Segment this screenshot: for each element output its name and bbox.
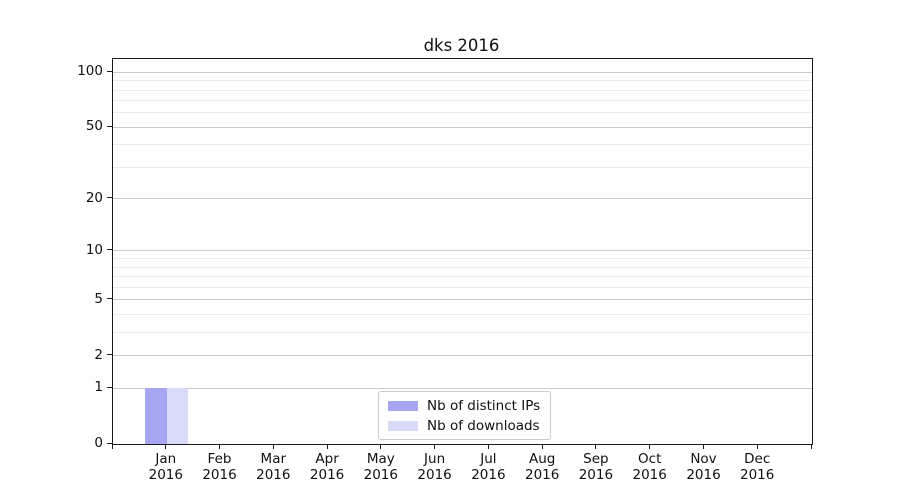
x-tick-mark: [165, 444, 167, 449]
x-tick-label-line: 2016: [471, 467, 506, 483]
minor-gridline: [113, 258, 812, 259]
y-tick-mark: [107, 125, 112, 127]
x-tick-label: Dec 2016: [727, 451, 787, 483]
x-tick-label: Apr 2016: [297, 451, 357, 483]
major-gridline: [113, 126, 812, 128]
bar: [166, 388, 189, 444]
x-tick-label: Aug 2016: [512, 451, 572, 483]
x-tick-label-line: 2016: [309, 467, 345, 483]
x-tick-mark: [541, 444, 543, 449]
y-tick-mark: [107, 354, 112, 355]
legend-swatch: [388, 400, 418, 411]
x-tick-label-line: Aug: [529, 451, 556, 467]
x-tick-label-line: Oct: [638, 451, 662, 467]
legend-entry: Nb of distinct IPs: [388, 397, 540, 414]
legend-swatch: [388, 420, 418, 431]
minor-gridline: [113, 89, 812, 91]
x-tick-label-line: 2016: [202, 467, 237, 483]
x-tick-label: Nov 2016: [674, 451, 734, 483]
minor-gridline: [113, 100, 812, 102]
y-tick-label: 100: [77, 63, 103, 80]
x-tick-label: Oct 2016: [620, 451, 680, 483]
x-tick-mark: [703, 444, 704, 449]
legend-entry: Nb of downloads: [388, 417, 540, 434]
x-tick-label-line: Apr: [315, 451, 339, 467]
y-tick-label: 1: [94, 379, 103, 396]
x-tick-label: Jun 2016: [405, 451, 465, 483]
y-tick-label: 2: [94, 346, 103, 363]
x-tick-mark: [272, 444, 274, 449]
x-tick-mark: [487, 444, 489, 449]
major-gridline: [113, 355, 812, 356]
x-tick-label-line: 2016: [578, 467, 614, 483]
legend-label: Nb of downloads: [427, 417, 540, 434]
y-tick-label: 10: [85, 241, 103, 258]
x-tick-mark: [756, 444, 758, 449]
minor-gridline: [113, 313, 812, 315]
x-tick-label: Feb 2016: [190, 451, 250, 483]
x-tick-label-line: Jul: [480, 451, 497, 467]
minor-gridline: [113, 80, 812, 82]
major-gridline: [113, 387, 812, 389]
x-tick-mark: [595, 444, 597, 449]
y-tick-mark: [107, 442, 112, 444]
y-tick-label: 5: [94, 290, 103, 307]
y-tick-mark: [107, 249, 112, 251]
x-tick-label: Mar 2016: [243, 451, 303, 483]
x-tick-label-line: Jan: [155, 451, 177, 467]
y-tick-mark: [107, 197, 112, 199]
minor-gridline: [113, 331, 812, 333]
x-tick-label: Jul 2016: [458, 451, 518, 483]
legend-label: Nb of distinct IPs: [427, 397, 541, 414]
x-tick-label-line: 2016: [363, 467, 398, 483]
major-gridline: [113, 71, 812, 73]
x-tick-label-line: Jun: [424, 451, 446, 467]
minor-gridline: [113, 266, 812, 268]
bar: [145, 388, 167, 444]
x-tick-label-line: Mar: [260, 451, 287, 467]
x-tick-label: May 2016: [351, 451, 411, 483]
minor-gridline: [113, 286, 812, 288]
y-tick-mark: [107, 70, 112, 72]
y-tick-label: 20: [85, 189, 103, 206]
y-tick-label: 0: [94, 435, 103, 451]
x-tick-mark: [219, 444, 220, 449]
x-tick-label-line: 2016: [417, 467, 452, 483]
x-tick-label-line: 2016: [525, 467, 560, 483]
x-tick-label: Sep 2016: [566, 451, 626, 483]
y-tick-label: 50: [85, 118, 103, 135]
major-gridline: [113, 299, 812, 301]
x-tick-label-line: Nov: [690, 451, 717, 467]
x-tick-label-line: Sep: [583, 451, 609, 467]
minor-gridline: [113, 276, 812, 277]
x-tick-mark: [326, 444, 328, 449]
x-tick-label-line: Feb: [207, 451, 232, 467]
x-tick-label: Jan 2016: [136, 451, 196, 483]
chart-title: dks 2016: [423, 36, 500, 55]
legend: Nb of distinct IPs Nb of downloads: [378, 391, 552, 440]
major-gridline: [113, 250, 812, 252]
minor-gridline: [113, 166, 812, 168]
x-tick-mark: [434, 444, 436, 449]
x-tick-mark: [810, 444, 812, 449]
minor-gridline: [113, 144, 812, 146]
minor-gridline: [113, 112, 812, 114]
y-tick-mark: [107, 298, 112, 300]
y-tick-mark: [107, 386, 112, 388]
x-tick-label-line: 2016: [740, 467, 775, 483]
x-tick-mark: [111, 444, 113, 449]
x-tick-label-line: Dec: [744, 451, 771, 467]
plot-area: [112, 58, 813, 445]
major-gridline: [113, 198, 812, 200]
x-tick-label-line: May: [366, 451, 395, 467]
x-tick-label-line: 2016: [686, 467, 721, 483]
x-tick-label-line: 2016: [256, 467, 291, 483]
x-tick-label-line: 2016: [632, 467, 667, 483]
x-tick-mark: [649, 444, 651, 449]
x-tick-label-line: 2016: [148, 467, 183, 483]
x-tick-mark: [380, 444, 382, 449]
